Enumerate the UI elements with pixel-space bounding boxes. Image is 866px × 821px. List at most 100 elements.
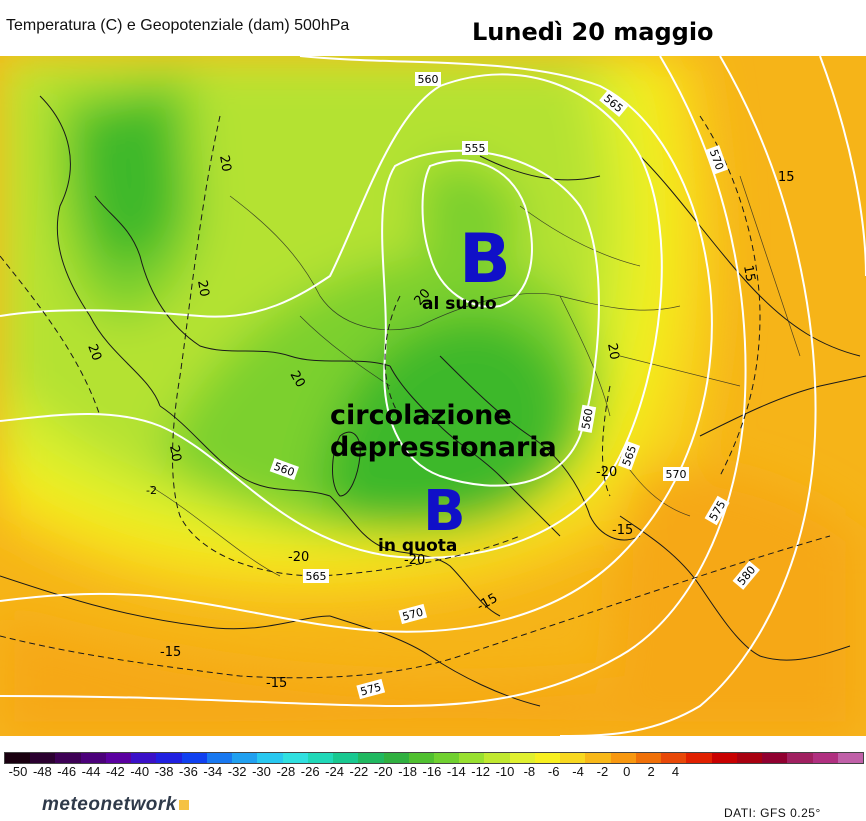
legend-tick: -40 [130, 764, 150, 779]
legend-swatch [762, 753, 788, 763]
circulation-label-line1: circolazione [330, 400, 512, 431]
legend-tick: -48 [32, 764, 52, 779]
legend-swatch [131, 753, 157, 763]
legend-tick: -2 [596, 764, 609, 779]
label-t20-g: 20 [604, 342, 622, 361]
legend-swatch [585, 753, 611, 763]
legend-tick: -38 [154, 764, 174, 779]
label-t15-ne: 15 [778, 170, 795, 185]
legend-tick: -44 [81, 764, 101, 779]
legend-swatch [105, 753, 132, 763]
label-t20-b: 20 [194, 279, 212, 298]
circulation-label-line2: depressionaria [330, 432, 557, 463]
legend-swatch [408, 753, 434, 763]
label-t20-a: 20 [216, 154, 234, 173]
map-title: Lunedì 20 maggio [472, 18, 714, 46]
legend-tick: -22 [349, 764, 369, 779]
legend-tick: 0 [623, 764, 631, 779]
legend-tick: -12 [471, 764, 491, 779]
legend-color-bar [4, 752, 864, 764]
legend-swatch [711, 753, 737, 763]
weather-map: 560 565 570 555 560 565 570 560 565 570 … [0, 56, 866, 736]
legend-swatch [206, 753, 233, 763]
legend-tick: -36 [179, 764, 198, 779]
legend-swatch [837, 753, 863, 763]
label-g570-south: 570 [401, 606, 425, 624]
legend-swatch [5, 753, 31, 763]
legend-swatch [282, 753, 308, 763]
legend-tick: -14 [446, 764, 466, 779]
legend-swatch [232, 753, 258, 763]
legend-tick: -18 [398, 764, 417, 779]
label-g575: 575 [359, 681, 383, 699]
legend-tick: -16 [422, 764, 442, 779]
label-t15-west: -15 [160, 645, 181, 660]
header: Temperatura (C) e Geopotenziale (dam) 50… [0, 0, 866, 56]
coastlines [0, 95, 866, 707]
low-pressure-aloft-marker: B [423, 479, 466, 544]
low-pressure-surface-marker: B [459, 220, 511, 299]
brand-logo: meteonetwork [42, 794, 189, 816]
legend-swatch [257, 753, 283, 763]
legend-swatch [812, 753, 838, 763]
legend-swatch [433, 753, 460, 763]
legend-tick: 4 [671, 764, 680, 779]
legend-tick: -24 [325, 764, 344, 779]
temperature-legend: -50 -48 -46 -44 -42 -40 -38 -36 -34 -32 -30 -28 -26-… [0, 750, 866, 790]
label-t20-c: 20 [84, 342, 104, 363]
low-pressure-surface-label: al suolo [422, 294, 497, 314]
legend-swatch [736, 753, 763, 763]
legend-swatch [80, 753, 106, 763]
legend-swatch [560, 753, 586, 763]
legend-swatch [307, 753, 334, 763]
label-g565-south: 565 [306, 570, 327, 583]
label-t20-south-a: -20 [288, 550, 309, 565]
legend-swatch [686, 753, 712, 763]
label-t15-e: 15 [740, 264, 758, 283]
low-pressure-aloft-label: in quota [378, 536, 458, 556]
legend-swatch [333, 753, 359, 763]
legend-tick-labels: -50 -48 -46 -44 -42 -40 -38 -36 -34 -32 -30 -28 -26-… [0, 764, 866, 782]
legend-swatch [635, 753, 662, 763]
legend-swatch [509, 753, 535, 763]
label-t20-e: 20 [166, 444, 184, 463]
legend-swatch [459, 753, 485, 763]
legend-tick: -34 [203, 764, 223, 779]
label-t-small: -2 [146, 484, 157, 497]
legend-tick: -30 [252, 764, 271, 779]
legend-swatch [661, 753, 687, 763]
data-source: DATI: GFS 0.25° [724, 806, 821, 820]
legend-tick: -46 [57, 764, 77, 779]
legend-swatch [55, 753, 81, 763]
label-g560-top: 560 [418, 73, 439, 86]
legend-tick: -28 [276, 764, 296, 779]
legend-tick: -8 [523, 764, 536, 779]
map-subtitle: Temperatura (C) e Geopotenziale (dam) 50… [6, 17, 350, 34]
temperature-isotherms [0, 115, 831, 679]
legend-swatch [787, 753, 813, 763]
legend-tick: 2 [647, 764, 655, 779]
legend-tick: -50 [8, 764, 28, 779]
legend-swatch [610, 753, 636, 763]
label-t15-south: -15 [266, 676, 287, 691]
legend-swatch [181, 753, 207, 763]
legend-tick: -4 [572, 764, 584, 779]
label-t20-south-b: -20 [404, 553, 425, 568]
label-t20-d: 20 [287, 369, 308, 391]
geopotential-isolines [0, 56, 866, 736]
legend-tick: -10 [495, 764, 515, 779]
country-borders [149, 175, 801, 577]
legend-tick: -20 [373, 764, 393, 779]
legend-swatch [534, 753, 561, 763]
legend-tick: -32 [227, 764, 247, 779]
legend-swatch [156, 753, 182, 763]
map-canvas: 560 565 570 555 560 565 570 560 565 570 … [0, 56, 866, 736]
label-t15-east: -15 [612, 523, 633, 538]
label-g555: 555 [465, 142, 486, 155]
legend-tick: -26 [300, 764, 320, 779]
label-t20-east: -20 [596, 465, 617, 480]
legend-tick: -6 [547, 764, 560, 779]
legend-swatch [383, 753, 409, 763]
label-g560-east: 560 [579, 407, 595, 430]
legend-swatch [30, 753, 56, 763]
